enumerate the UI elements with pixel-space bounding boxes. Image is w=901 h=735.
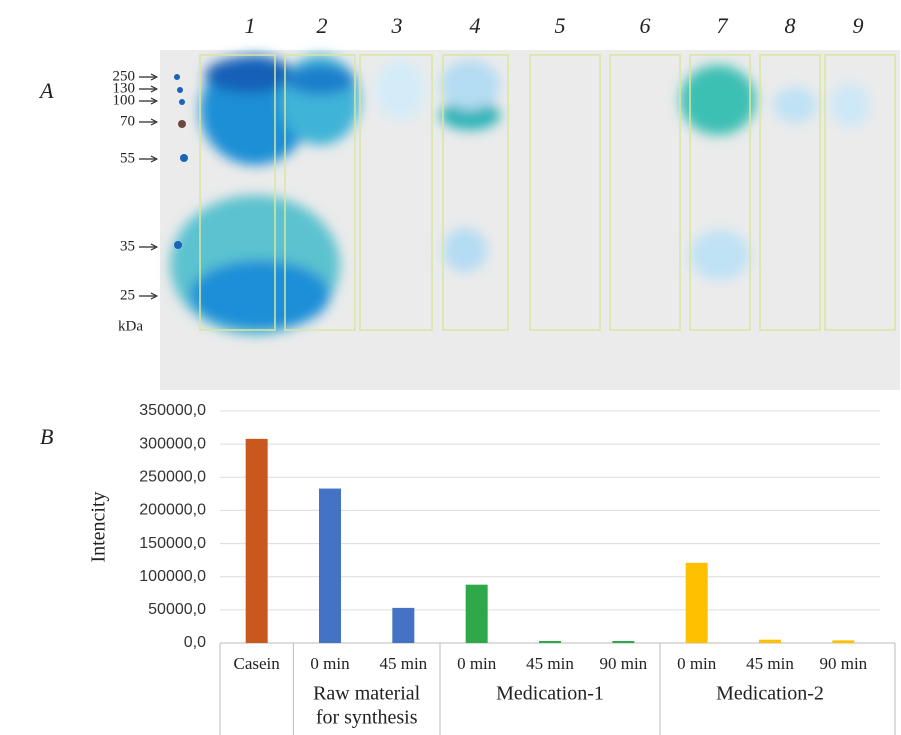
marker-label: 55 — [120, 150, 135, 166]
lane-number: 6 — [640, 13, 651, 38]
y-tick-label: 200000,0 — [139, 502, 206, 519]
x-tick-label: 0 min — [677, 654, 717, 673]
marker-label: 100 — [113, 92, 136, 108]
x-tick-label: Casein — [234, 654, 281, 673]
gel-image — [160, 50, 900, 390]
y-tick-label: 250000,0 — [139, 469, 206, 486]
chart: 0,0 50000,0 100000,0 150000,0 200000,0 250000… — [88, 402, 895, 735]
lane-number: 3 — [391, 13, 403, 38]
marker-label: 70 — [120, 113, 135, 129]
panel-letter: B — [40, 424, 53, 449]
y-tick-label: 350000,0 — [139, 402, 206, 419]
group-label: Medication-1 — [496, 683, 604, 705]
bar — [466, 585, 488, 643]
lane-number: 8 — [785, 13, 796, 38]
group-label: for synthesis — [316, 707, 418, 729]
y-tick-label: 50000,0 — [148, 601, 206, 618]
lane-number: 1 — [245, 13, 256, 38]
unit-label: kDa — [118, 318, 143, 334]
marker-label: 35 — [120, 238, 135, 254]
lane-number: 5 — [555, 13, 566, 38]
lane-number: 2 — [317, 13, 328, 38]
bar — [832, 640, 854, 643]
group-label: Medication-2 — [716, 683, 824, 705]
x-tick-label: 90 min — [599, 654, 647, 673]
bar — [686, 563, 708, 643]
y-tick-label: 300000,0 — [139, 435, 206, 452]
y-tick-label: 0,0 — [184, 634, 206, 651]
bar — [246, 439, 268, 643]
panel-letter: A — [38, 78, 54, 103]
bar — [759, 640, 781, 643]
lane-number: 9 — [853, 13, 864, 38]
x-tick-label: 45 min — [746, 654, 794, 673]
bar — [319, 489, 341, 643]
bar — [612, 641, 634, 643]
y-tick-label: 150000,0 — [139, 535, 206, 552]
lane-number: 4 — [470, 13, 481, 38]
marker-label: 25 — [120, 287, 135, 303]
x-tick-label: 0 min — [310, 654, 350, 673]
y-tick-label: 100000,0 — [139, 568, 206, 585]
x-tick-label: 90 min — [819, 654, 867, 673]
bar — [539, 641, 561, 643]
figure: 12345678925013010070553525kDa 0,050000,0… — [0, 0, 901, 735]
x-tick-label: 0 min — [457, 654, 497, 673]
x-tick-label: 45 min — [526, 654, 574, 673]
y-axis-title: Intencity — [88, 491, 110, 562]
lane-number: 7 — [717, 13, 729, 38]
x-tick-label: 45 min — [379, 654, 427, 673]
group-label: Raw material — [313, 683, 421, 705]
bar — [392, 608, 414, 643]
